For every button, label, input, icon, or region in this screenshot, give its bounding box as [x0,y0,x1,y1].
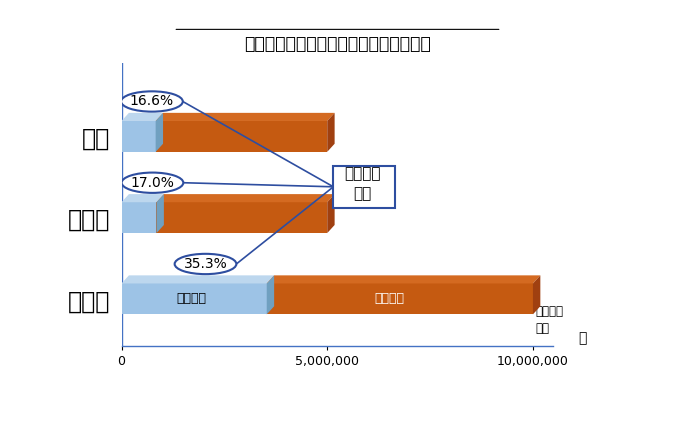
Polygon shape [157,194,335,202]
Polygon shape [122,121,156,152]
Polygon shape [267,284,533,314]
Text: 35.3%: 35.3% [184,257,227,271]
Polygon shape [157,202,327,233]
Ellipse shape [175,254,236,274]
Polygon shape [533,275,540,314]
Text: 海外生産: 海外生産 [374,292,404,306]
Polygon shape [156,121,327,152]
Polygon shape [157,194,164,233]
Polygon shape [333,166,395,208]
Text: 17.0%: 17.0% [130,176,174,190]
Polygon shape [156,113,335,121]
Polygon shape [122,113,163,121]
Title: （図１）世界生産の内、国内生産分は？: （図１）世界生産の内、国内生産分は？ [244,35,431,54]
Text: 世界生産
台数: 世界生産 台数 [535,306,563,335]
Text: 国内生産: 国内生産 [176,292,206,306]
Polygon shape [122,284,267,314]
Polygon shape [122,194,164,202]
Ellipse shape [122,173,184,193]
Polygon shape [327,113,335,152]
Polygon shape [267,275,274,314]
Ellipse shape [121,91,183,112]
Text: 台: 台 [578,331,587,346]
Polygon shape [122,275,274,284]
Polygon shape [267,275,540,284]
Text: 16.6%: 16.6% [130,95,174,108]
Polygon shape [122,202,157,233]
Text: 国内生産
比率: 国内生産 比率 [344,166,381,201]
Polygon shape [156,113,163,152]
Polygon shape [327,194,335,233]
